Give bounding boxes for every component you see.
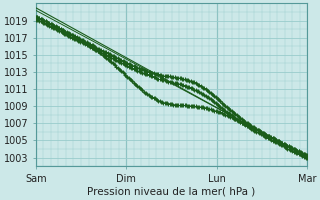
- X-axis label: Pression niveau de la mer( hPa ): Pression niveau de la mer( hPa ): [87, 187, 256, 197]
